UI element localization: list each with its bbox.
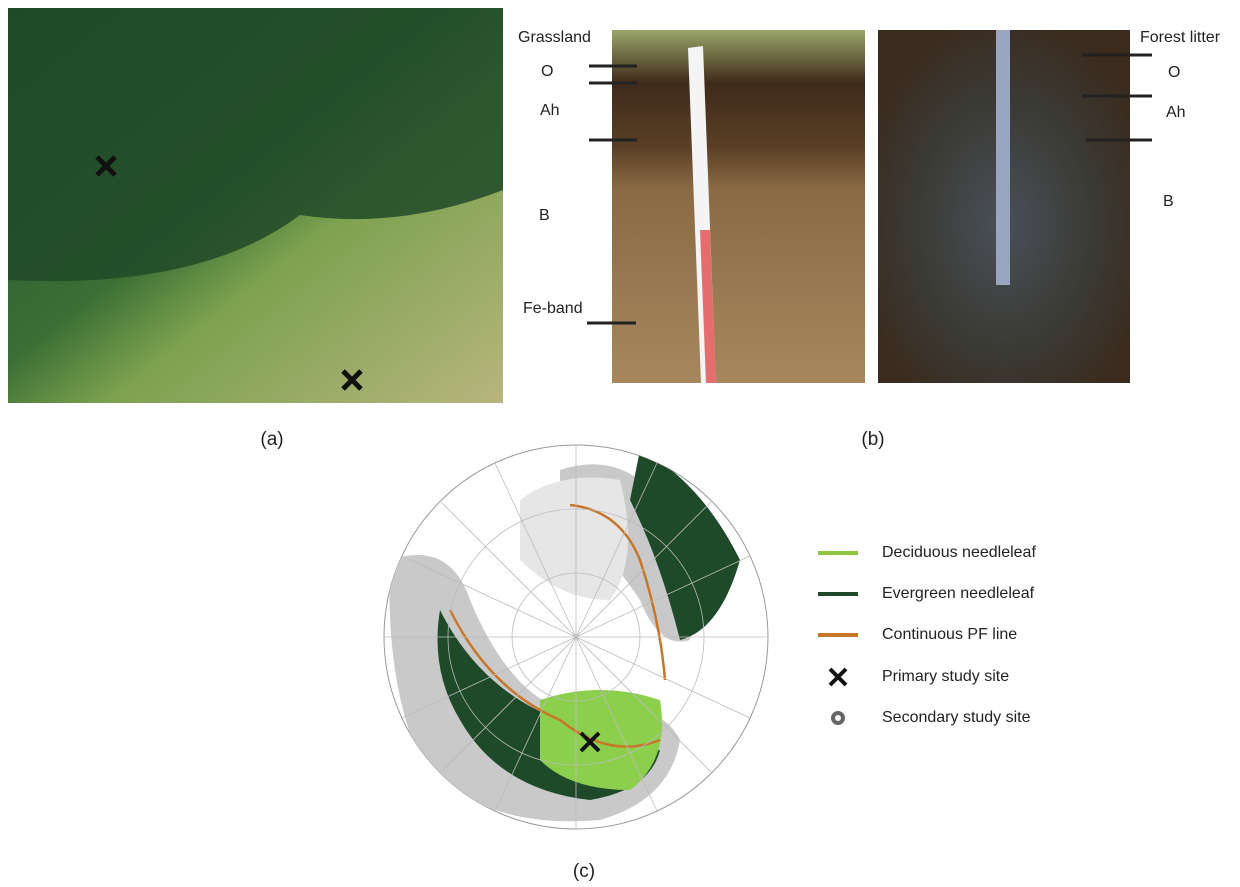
ruler: [700, 230, 716, 383]
horizon-label: O: [1168, 64, 1180, 81]
horizon-label: Ah: [540, 102, 560, 119]
horizon-line: [587, 53, 1152, 325]
site-marker: [95, 155, 363, 391]
legend-symbol: [828, 667, 848, 687]
legend-label: Primary study site: [882, 668, 1009, 685]
forest: [8, 8, 503, 282]
legend-label: Deciduous needleleaf: [882, 544, 1036, 561]
panel-b: Grassland O Ah B Fe-band Forest litter O…: [518, 29, 1221, 450]
soil-photo: [612, 30, 865, 383]
legend-label: Secondary study site: [882, 709, 1031, 726]
horizon-label: O: [541, 63, 553, 80]
panel-label: (c): [573, 861, 595, 882]
legend-label: Continuous PF line: [882, 626, 1017, 643]
horizon-label: Fe-band: [523, 300, 583, 317]
panel-c: Deciduous needleleaf Evergreen needlelea…: [383, 444, 1036, 882]
profile-title: Grassland: [518, 29, 591, 46]
panel-a: (a): [8, 8, 503, 450]
legend-symbol: [831, 711, 845, 725]
probe: [996, 30, 1010, 285]
primary-site: [579, 731, 601, 753]
graticule: [384, 445, 768, 829]
panel-label: (b): [861, 429, 884, 450]
profile-title: Forest litter: [1140, 29, 1221, 46]
horizon-label: B: [539, 207, 550, 224]
horizon-label: B: [1163, 193, 1174, 210]
legend-label: Evergreen needleleaf: [882, 585, 1035, 602]
panel-label: (a): [260, 429, 283, 450]
horizon-label: Ah: [1166, 104, 1186, 121]
